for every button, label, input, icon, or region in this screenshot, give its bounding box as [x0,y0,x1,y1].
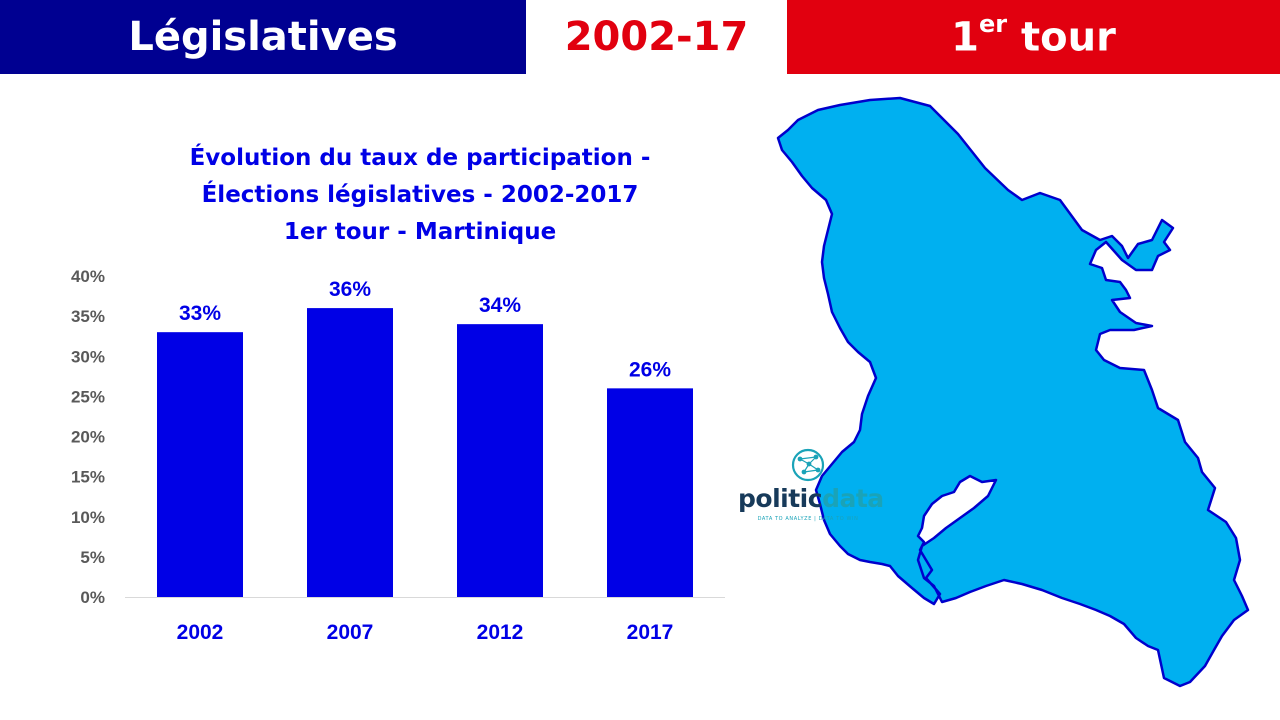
x-tick-label-2002: 2002 [177,621,224,644]
globe-network-icon [791,448,825,482]
x-tick-label-2017: 2017 [627,621,674,644]
y-tick-label: 10% [71,508,105,527]
header-middle-text: 2002-17 [564,14,749,60]
header-legislatives: Législatives [0,0,526,74]
chart-title: Évolution du taux de participation - Éle… [110,140,730,251]
y-tick-label: 15% [71,468,105,487]
x-tick-label-2012: 2012 [477,621,524,644]
y-tick-label: 30% [71,347,105,366]
bar-2002 [157,332,243,597]
y-tick-label: 0% [80,588,105,607]
data-label-2017: 26% [629,358,671,381]
data-label-2012: 34% [479,294,521,317]
header-years: 2002-17 [526,0,787,74]
data-label-2002: 33% [179,302,221,325]
logo-tagline: DATA TO ANALYZE | DATA TO WIN [757,516,859,522]
x-tick-label-2007: 2007 [327,621,374,644]
bar-chart: 0% 5% 10% 15% 20% 25% 30% 35% 40% 33% 2002 36% 2007 3… [71,267,725,644]
logo-wordmark: politicdata [738,484,884,513]
chart-title-line-3: 1er tour - Martinique [283,219,557,245]
header-right-text: 1er tour [951,9,1116,61]
y-tick-label: 25% [71,387,105,406]
chart-title-line-2: Élections législatives - 2002-2017 [201,182,639,208]
martinique-map [776,96,1250,688]
bar-2017 [607,388,693,597]
header-round: 1er tour [787,0,1280,74]
bar-2007 [307,308,393,597]
data-label-2007: 36% [329,278,371,301]
header-left-text: Législatives [128,14,398,60]
y-tick-label: 35% [71,307,105,326]
y-tick-label: 20% [71,428,105,447]
y-tick-label: 40% [71,267,105,286]
chart-title-line-1: Évolution du taux de participation - [189,145,651,171]
politicdata-logo: politicdata DATA TO ANALYZE | DATA TO WI… [738,448,884,524]
martinique-island-shape [776,96,1250,688]
y-tick-label: 5% [80,548,105,567]
bar-2012 [457,324,543,597]
